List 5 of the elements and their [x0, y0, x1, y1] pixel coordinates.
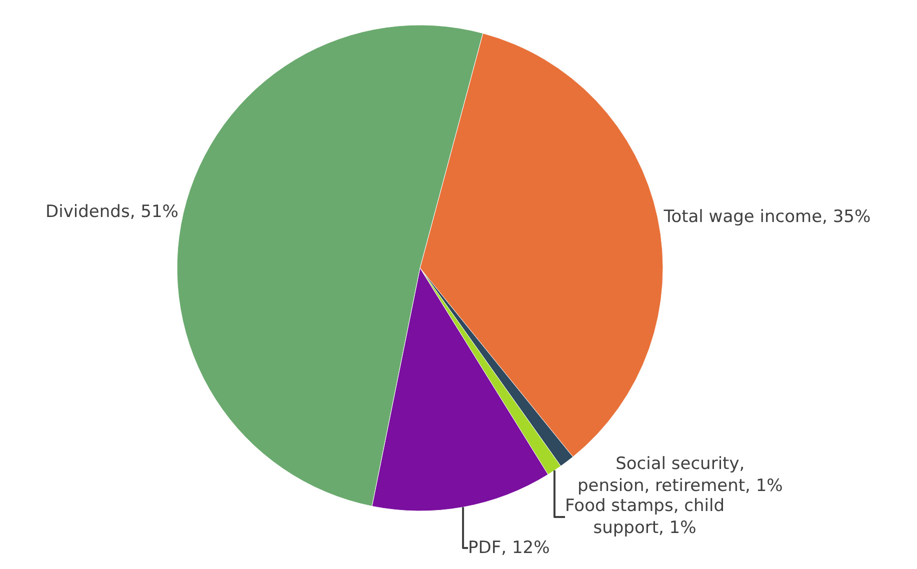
slice-label: Total wage income, 35% [662, 207, 871, 228]
slice-label: Social security, pension, retirement, 1% [577, 454, 783, 496]
slice-label: Dividends, 51% [46, 202, 178, 222]
slice-label: Food stamps, child support, 1% [565, 496, 724, 538]
slice-label: PDF, 12% [468, 538, 550, 558]
